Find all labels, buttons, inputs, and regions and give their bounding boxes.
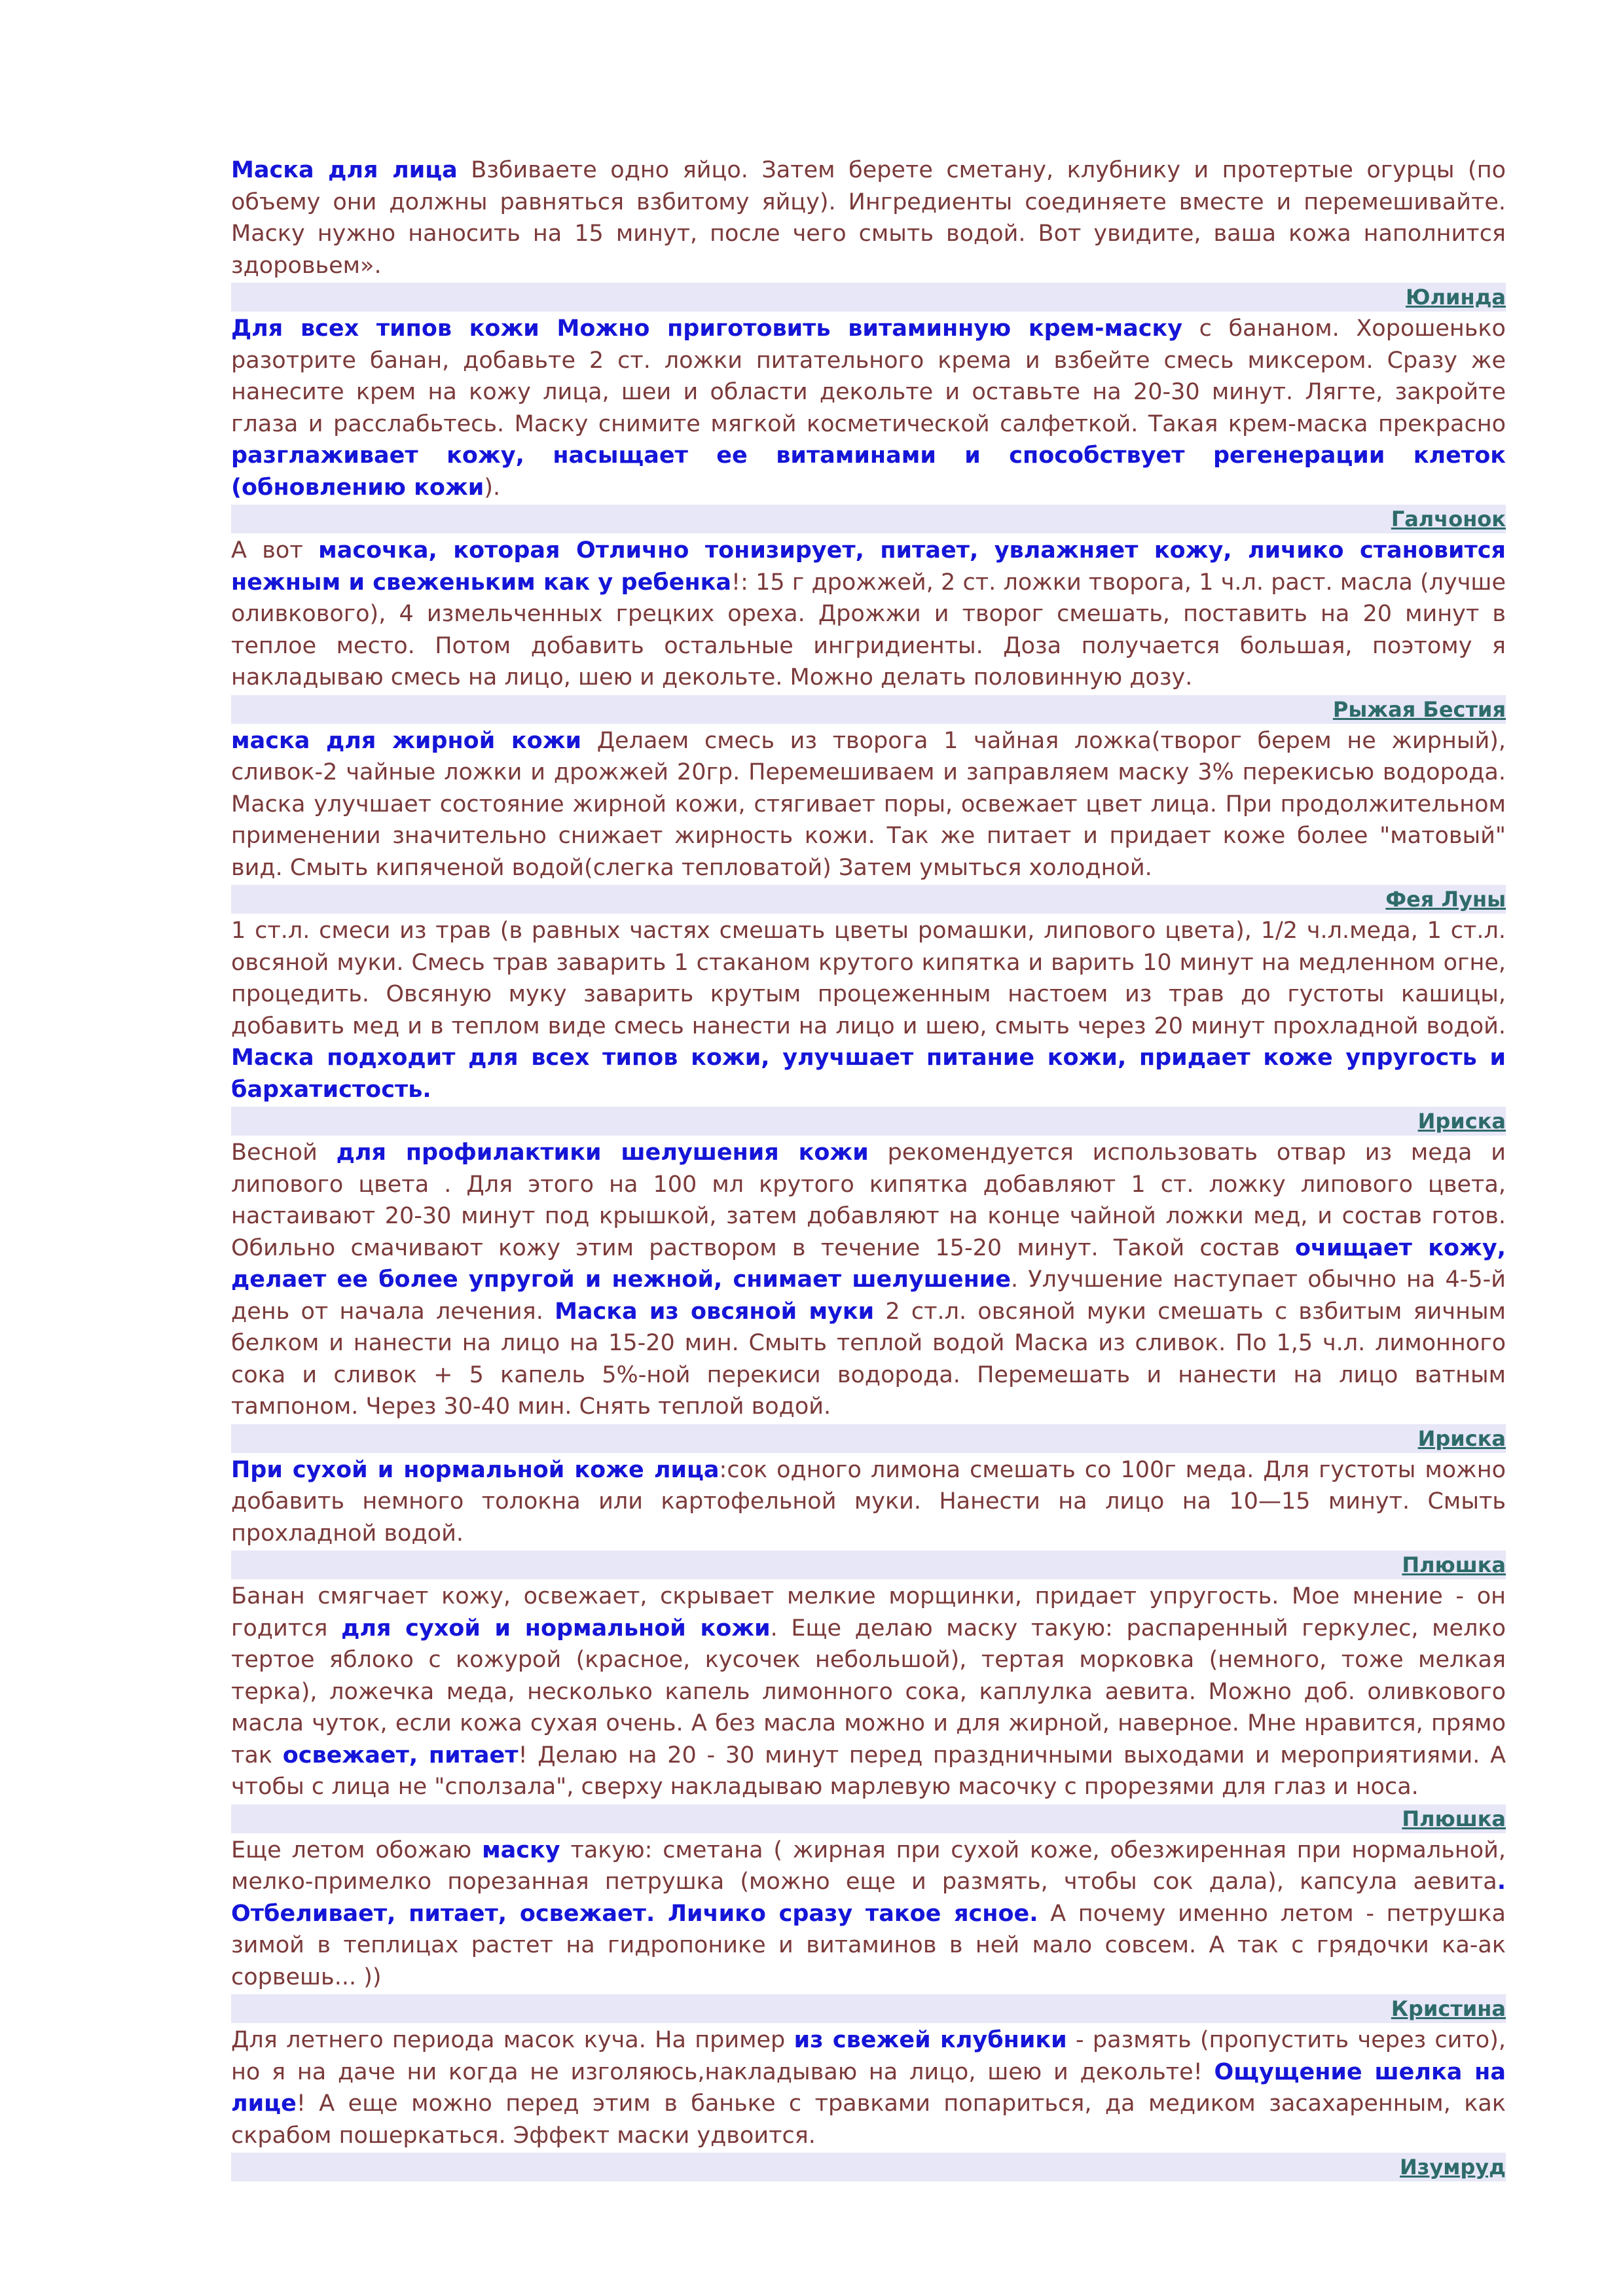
highlight-text: разглаживает кожу, насыщает ее витаминам… xyxy=(231,442,1506,501)
body-text: ! А еще можно перед этим в баньке с трав… xyxy=(231,2090,1506,2149)
post-text: Маска для лица Взбиваете одно яйцо. Зате… xyxy=(231,154,1506,281)
body-text: Банан смягчает кожу, освежает, скрывает … xyxy=(231,1583,1506,1641)
body-text: ! Делаю на 20 - 30 минут перед праздничн… xyxy=(231,1742,1506,1801)
body-text: Для летнего периода масок куча. На приме… xyxy=(231,2027,794,2053)
author-link[interactable]: Фея Луны xyxy=(1385,887,1506,912)
post-text: Весной для профилактики шелушения кожи р… xyxy=(231,1137,1506,1423)
body-text: такую: сметана ( жирная при сухой коже, … xyxy=(231,1837,1506,1895)
highlight-text: масочка, которая Отлично тонизирует, пит… xyxy=(231,537,1506,596)
author-link[interactable]: Кристина xyxy=(1391,1996,1506,2021)
highlight-text: Маска из овсяной муки xyxy=(555,1298,875,1325)
body-text: 2 ст.л. овсяной муки смешать с взбитым я… xyxy=(231,1298,1506,1420)
author-bar: Фея Луны xyxy=(231,885,1506,914)
post-text: А вот масочка, которая Отлично тонизируе… xyxy=(231,535,1506,694)
post-text: Банан смягчает кожу, освежает, скрывает … xyxy=(231,1581,1506,1803)
post-text: 1 ст.л. смеси из трав (в равных частях с… xyxy=(231,915,1506,1105)
body-text: - размять (пропустить через сито), но я … xyxy=(231,2027,1506,2085)
highlight-text: для сухой и нормальной кожи xyxy=(341,1615,771,1641)
author-bar: Кристина xyxy=(231,1994,1506,2023)
highlight-text: Для всех типов кожи Можно приготовить ви… xyxy=(231,315,1183,342)
highlight-text: . Отбеливает, питает, освежает. Личико с… xyxy=(231,1869,1506,1927)
post-text: маска для жирной кожи Делаем смесь из тв… xyxy=(231,725,1506,884)
author-bar: Изумруд xyxy=(231,2153,1506,2181)
author-bar: Плюшка xyxy=(231,1551,1506,1579)
body-text: Весной xyxy=(231,1139,337,1166)
author-link[interactable]: Рыжая Бестия xyxy=(1332,696,1506,722)
author-link[interactable]: Плюшка xyxy=(1402,1552,1506,1577)
body-text: :сок одного лимона смешать со 100г меда.… xyxy=(231,1456,1506,1547)
body-text: А вот xyxy=(231,537,319,564)
body-text: рекомендуется использовать отвар из меда… xyxy=(231,1139,1506,1261)
author-bar: Рыжая Бестия xyxy=(231,694,1506,724)
body-text: !: 15 г дрожжей, 2 ст. ложки творога, 1 … xyxy=(231,569,1506,691)
highlight-text: для профилактики шелушения кожи xyxy=(336,1139,869,1166)
highlight-text: маску xyxy=(482,1837,560,1863)
body-text: Взбиваете одно яйцо. Затем берете сметан… xyxy=(231,157,1506,279)
author-bar: Юлинда xyxy=(231,283,1506,312)
body-text: А почему именно летом - петрушка зимой в… xyxy=(231,1900,1506,1990)
highlight-text: маска для жирной кожи xyxy=(231,727,582,754)
post-text: Для всех типов кожи Можно приготовить ви… xyxy=(231,313,1506,503)
author-bar: Ириска xyxy=(231,1424,1506,1453)
highlight-text: Ощущение шелка на лице xyxy=(231,2058,1506,2117)
author-bar: Галчонок xyxy=(231,505,1506,533)
author-link[interactable]: Юлинда xyxy=(1406,285,1506,310)
highlight-text: освежает, питает xyxy=(282,1742,519,1768)
author-bar: Ириска xyxy=(231,1107,1506,1136)
author-link[interactable]: Ириска xyxy=(1417,1426,1506,1451)
author-bar: Плюшка xyxy=(231,1804,1506,1833)
body-text: Еще летом обожаю xyxy=(231,1837,483,1863)
body-text: 1 ст.л. смеси из трав (в равных частях с… xyxy=(231,918,1506,1039)
body-text: с бананом. Хорошенько разотрите банан, д… xyxy=(231,315,1506,437)
highlight-text: Маска для лица xyxy=(231,157,458,183)
body-text: . Улучшение наступает обычно на 4-5-й де… xyxy=(231,1266,1506,1325)
author-link[interactable]: Галчонок xyxy=(1391,507,1506,531)
body-text: . Еще делаю маску такую: распаренный гер… xyxy=(231,1615,1506,1768)
document: Маска для лица Взбиваете одно яйцо. Зате… xyxy=(231,154,1506,2183)
highlight-text: При сухой и нормальной коже лица xyxy=(231,1456,720,1483)
post-text: Для летнего периода масок куча. На приме… xyxy=(231,2024,1506,2151)
post-text: Еще летом обожаю маску такую: сметана ( … xyxy=(231,1835,1506,1994)
post-text: При сухой и нормальной коже лица:сок одн… xyxy=(231,1454,1506,1550)
author-link[interactable]: Ириска xyxy=(1417,1109,1506,1134)
body-text: Делаем смесь из творога 1 чайная ложка(т… xyxy=(231,727,1506,881)
highlight-text: Маска подходит для всех типов кожи, улуч… xyxy=(231,1045,1506,1103)
author-link[interactable]: Изумруд xyxy=(1400,2155,1506,2179)
author-link[interactable]: Плюшка xyxy=(1402,1806,1506,1831)
highlight-text: из свежей клубники xyxy=(793,2027,1067,2053)
highlight-text: очищает кожу, делает ее более упругой и … xyxy=(231,1234,1506,1293)
body-text: ). xyxy=(484,474,501,501)
